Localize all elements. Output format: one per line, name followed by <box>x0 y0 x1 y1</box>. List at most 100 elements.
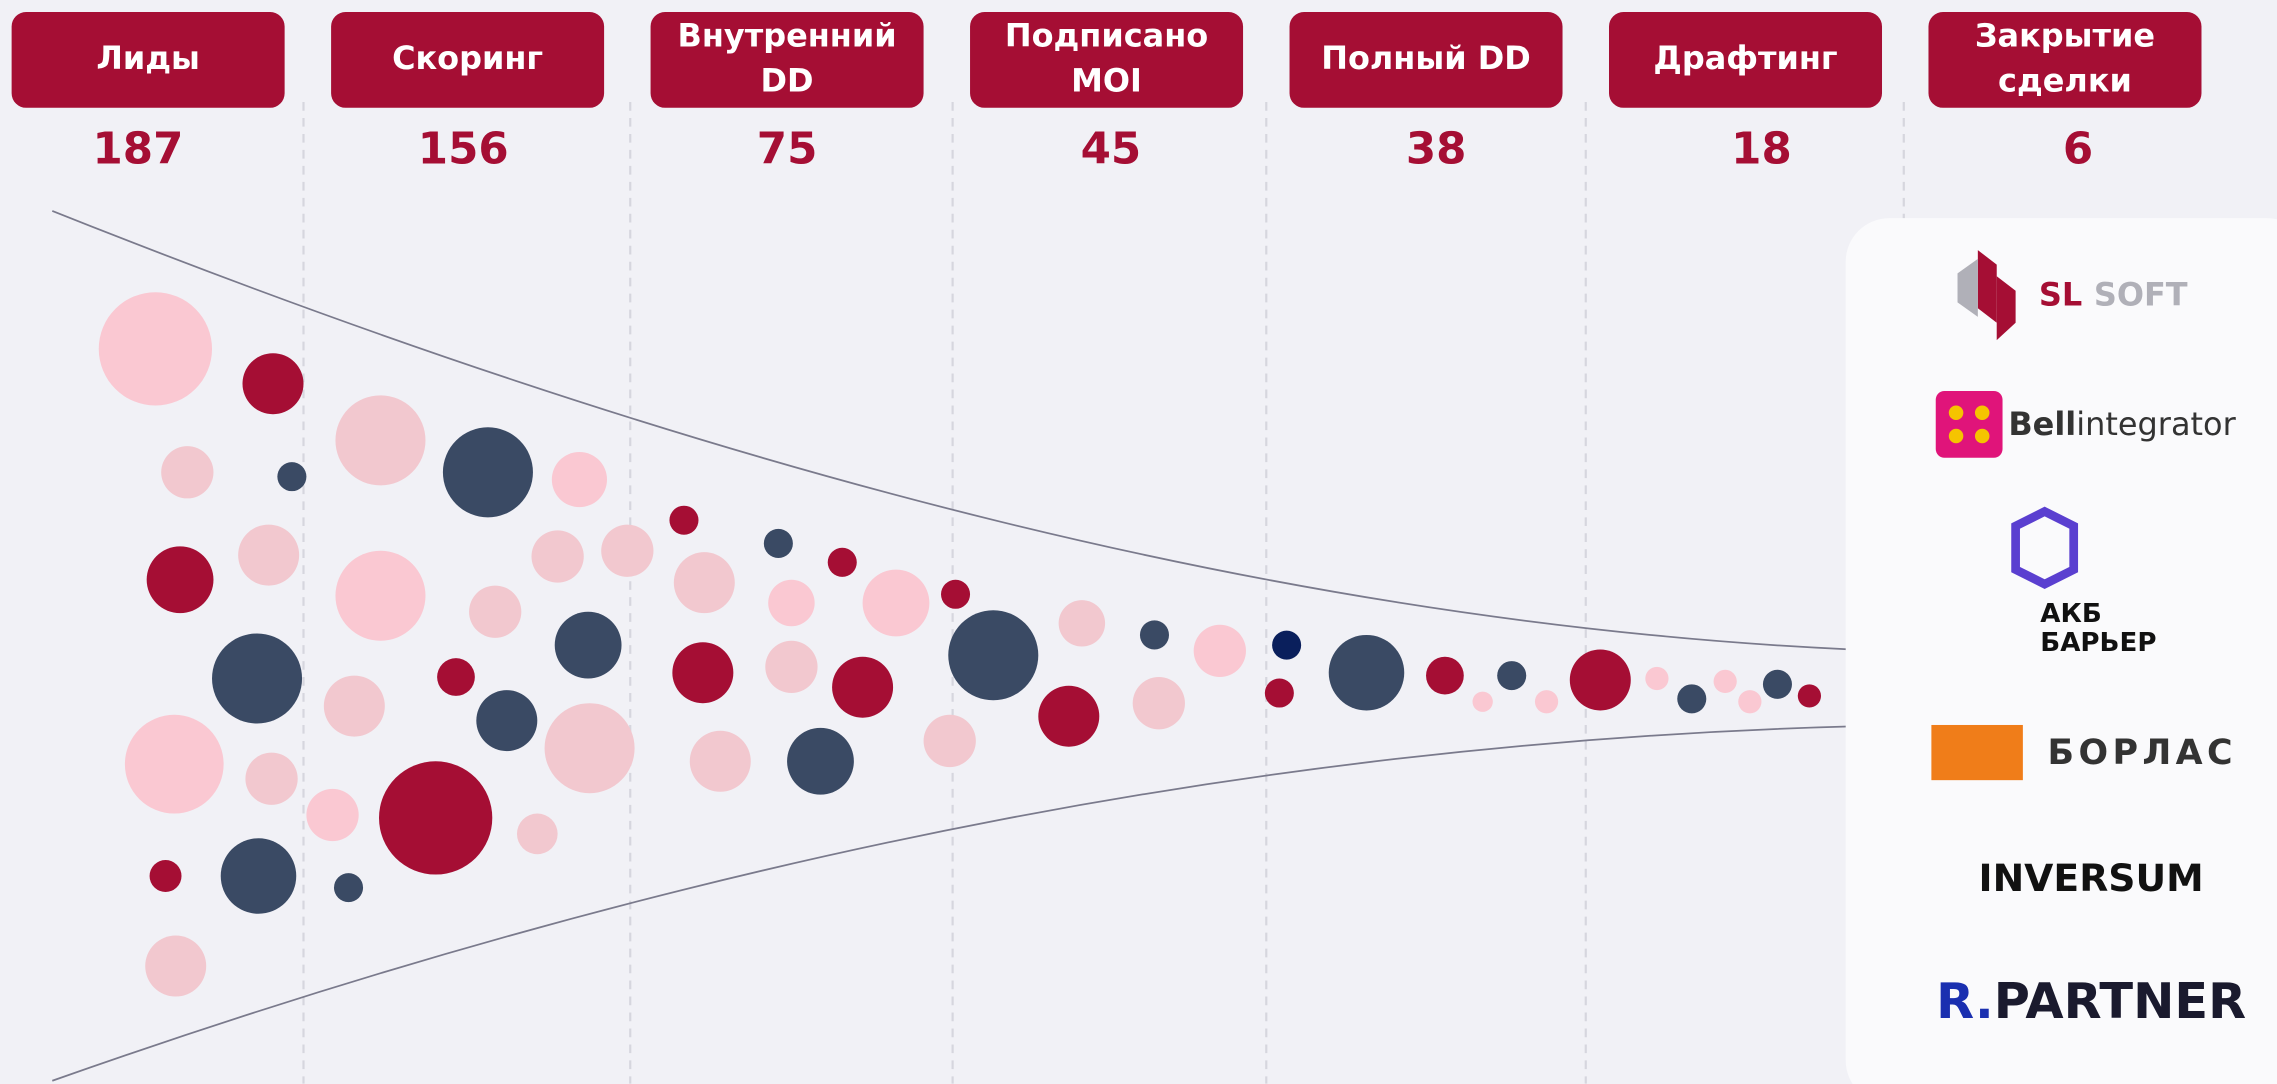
bubble <box>763 528 793 558</box>
bubble <box>1645 666 1669 691</box>
stage-header <box>1609 11 1883 108</box>
bubble <box>323 675 385 737</box>
stage-header <box>11 11 285 108</box>
bubble <box>1139 620 1169 650</box>
bubble <box>531 530 584 583</box>
logo-text: R. <box>1936 971 1994 1029</box>
bubble <box>245 752 298 805</box>
bubble <box>1132 677 1185 730</box>
stage-label: MOI <box>1071 61 1142 99</box>
logo-text: PARTNER <box>1994 971 2246 1029</box>
borlas-icon <box>1931 724 2023 781</box>
bubble <box>469 585 522 638</box>
stage-header <box>970 11 1244 108</box>
bubble <box>601 524 654 577</box>
borlas-logo: БОРЛАС <box>1931 724 2237 781</box>
stage-header <box>331 11 605 108</box>
bubble <box>1738 690 1762 714</box>
akb-logo: АКБ БАРЬЕР <box>2011 506 2156 658</box>
bubble <box>1272 630 1302 660</box>
stage-label: Скоринг <box>392 39 543 77</box>
funnel-bottom <box>51 725 1852 1082</box>
bubble <box>1534 690 1559 714</box>
logo-text: INVERSUM <box>1979 856 2204 900</box>
stage-count: 187 <box>93 124 184 174</box>
stage-label: Закрытие <box>1975 16 2155 54</box>
stage-header <box>650 11 924 108</box>
bubble <box>212 633 303 724</box>
bubble <box>379 761 493 875</box>
bubble <box>220 838 297 914</box>
bell-icon <box>1948 428 1964 444</box>
bubble <box>1762 669 1792 699</box>
bell-icon <box>1974 405 1990 421</box>
bubble <box>689 730 751 792</box>
logo-text: integrator <box>2076 405 2236 443</box>
sl-soft-logo: SL SOFT <box>1957 250 2188 341</box>
bubble <box>672 642 734 704</box>
stage-label: Подписано <box>1005 16 1208 54</box>
bubble <box>787 727 854 795</box>
stage-label: Полный DD <box>1321 39 1531 77</box>
bubble <box>1569 649 1631 711</box>
bubble <box>832 656 894 718</box>
logo-text: Bell <box>2008 405 2076 443</box>
bubble <box>768 579 815 627</box>
bubble <box>124 714 224 814</box>
stage-count: 75 <box>757 124 818 174</box>
bubble <box>161 446 214 499</box>
logo-text: SOFT <box>2094 276 2188 314</box>
bubble <box>1264 678 1294 708</box>
bubble <box>1497 661 1527 691</box>
bubble <box>669 505 699 535</box>
logo-text: R.PARTNER <box>1936 971 2246 1029</box>
bubble <box>1797 684 1822 708</box>
bubble <box>1193 624 1246 678</box>
stage-label: DD <box>761 61 814 99</box>
bubble <box>98 292 213 406</box>
stage-count: 18 <box>1731 124 1792 174</box>
bubble <box>673 552 735 614</box>
stage-count: 38 <box>1406 124 1467 174</box>
bubble <box>277 462 307 492</box>
bubble <box>437 658 475 696</box>
bubble <box>554 611 622 679</box>
bell-icon <box>1948 405 1964 421</box>
bell-icon <box>1974 428 1990 444</box>
logo-text: АКБ <box>2040 599 2101 629</box>
logo-text: БАРЬЕР <box>2040 628 2156 658</box>
bubble <box>827 547 857 577</box>
bubble <box>238 524 300 586</box>
bell-logo: Bellintegrator <box>1935 390 2237 458</box>
stage-label: Лиды <box>96 39 200 77</box>
sl-icon <box>1977 250 1997 323</box>
stage-count: 6 <box>2063 124 2093 174</box>
bubble <box>1677 684 1707 714</box>
bubble <box>544 703 635 794</box>
bubble <box>333 873 364 903</box>
stage-label: Драфтинг <box>1653 39 1837 77</box>
bubble <box>1713 669 1737 694</box>
funnel-top <box>51 210 1852 651</box>
bubble <box>923 714 976 768</box>
bubble <box>145 935 207 997</box>
stage-count: 156 <box>418 124 509 174</box>
bubble <box>335 395 426 486</box>
bubble <box>765 640 818 694</box>
bubble <box>516 813 558 855</box>
sl-icon <box>1957 258 1978 317</box>
bubble <box>335 550 426 641</box>
logo-text: Bellintegrator <box>2008 405 2236 443</box>
logo-text: SL SOFT <box>2039 276 2188 314</box>
stages: Лиды 187 Скоринг 156 Внутренний DD 75 Подписано… <box>11 11 2202 174</box>
bubble <box>146 546 214 614</box>
bubble <box>948 610 1039 701</box>
logo-text: БОРЛАС <box>2048 733 2237 773</box>
stage-label: Внутренний <box>677 16 896 54</box>
bubble <box>941 579 971 609</box>
bubble <box>551 451 608 508</box>
bubble <box>862 569 930 637</box>
sl-icon <box>1996 276 2016 341</box>
stage-header <box>1289 11 1563 108</box>
bubble <box>476 690 538 752</box>
